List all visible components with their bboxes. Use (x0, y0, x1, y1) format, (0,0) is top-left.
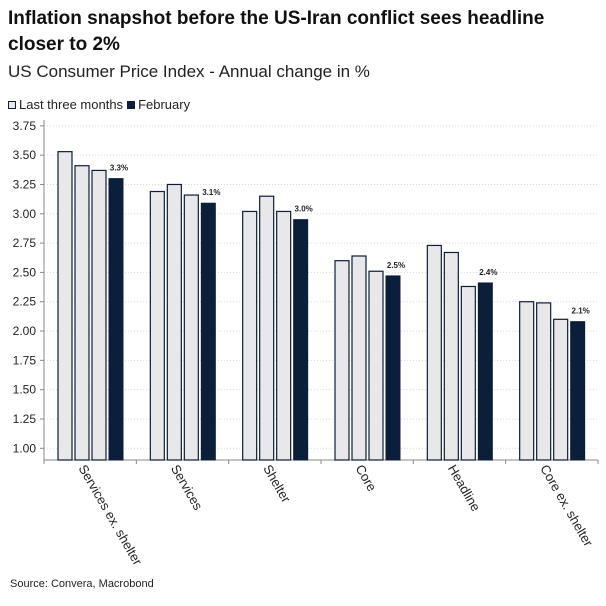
bar-last-three-months (519, 301, 535, 461)
chart-title: Inflation snapshot before the US-Iran co… (8, 8, 545, 55)
bar-last-three-months (183, 194, 199, 461)
bar-last-three-months (149, 190, 165, 461)
bar-last-three-months (276, 210, 292, 461)
bar-last-three-months (74, 165, 90, 461)
data-label: 2.5% (387, 261, 405, 270)
y-tick-label: 2.50 (13, 265, 37, 279)
legend-label-february: February (138, 97, 191, 112)
bar-february (385, 275, 401, 461)
x-category-label: Shelter (260, 462, 294, 506)
bar-february (108, 178, 124, 461)
bar-last-three-months (443, 251, 459, 461)
x-category-label: Headline (445, 462, 484, 514)
y-tick-label: 2.25 (13, 295, 37, 309)
data-label: 3.1% (202, 188, 220, 197)
data-label: 2.1% (572, 307, 590, 316)
bar-last-three-months (166, 183, 182, 461)
bar-last-three-months (57, 151, 73, 461)
bar-last-three-months (368, 270, 384, 461)
bar-last-three-months (536, 302, 552, 461)
bar-last-three-months (91, 169, 107, 461)
y-tick-label: 2.00 (13, 324, 37, 338)
x-category-label: Core ex. shelter (537, 462, 596, 550)
bar-february (293, 219, 309, 461)
legend-item-last-three-months: Last three months (8, 97, 123, 112)
data-label: 3.0% (295, 205, 313, 214)
chart-subtitle: US Consumer Price Index - Annual change … (8, 62, 370, 81)
x-category-label: Core (353, 462, 380, 494)
bar-last-three-months (553, 318, 569, 461)
bar-last-three-months (351, 255, 367, 461)
x-category-label: Services (168, 462, 206, 513)
bar-last-three-months (334, 260, 350, 461)
source-note: Source: Convera, Macrobond (10, 578, 154, 590)
y-tick-label: 1.25 (13, 412, 37, 426)
bar-february (477, 282, 493, 461)
bar-last-three-months (426, 244, 442, 461)
bar-last-three-months (242, 210, 258, 461)
legend-swatch-light (8, 100, 16, 109)
legend-label-last-three-months: Last three months (19, 97, 124, 112)
legend: Last three months February (8, 97, 194, 112)
x-category-label: Services ex. shelter (76, 462, 146, 568)
bar-february (570, 321, 586, 461)
y-tick-label: 1.00 (13, 441, 37, 455)
y-tick-label: 2.75 (13, 236, 37, 250)
y-tick-label: 3.75 (13, 119, 37, 133)
bar-last-three-months (460, 285, 476, 461)
y-tick-label: 1.75 (13, 353, 37, 367)
y-tick-label: 3.25 (13, 177, 37, 191)
y-tick-label: 1.50 (13, 383, 37, 397)
data-label: 2.4% (479, 268, 497, 277)
y-tick-label: 3.00 (13, 207, 37, 221)
bar-last-three-months (259, 195, 275, 461)
bar-february (200, 202, 216, 461)
legend-item-february: February (127, 97, 190, 112)
legend-swatch-dark (127, 100, 136, 109)
y-tick-label: 3.50 (13, 148, 37, 162)
data-label: 3.3% (110, 164, 128, 173)
